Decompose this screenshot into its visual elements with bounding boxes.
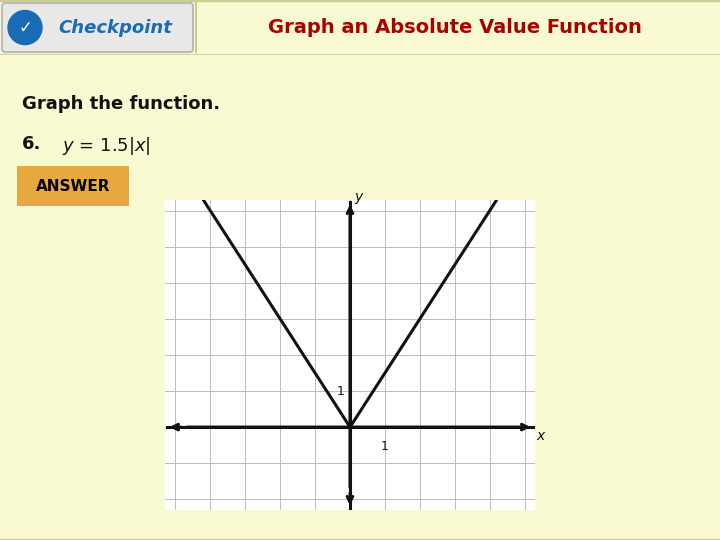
Text: Checkpoint: Checkpoint xyxy=(58,18,172,37)
Text: 1: 1 xyxy=(337,384,345,397)
Text: ✓: ✓ xyxy=(18,18,32,37)
Text: Graph the function.: Graph the function. xyxy=(22,95,220,113)
Text: 6.: 6. xyxy=(22,135,41,153)
Text: $\it{y}$ = 1.5$\it{|}$$\it{x}$$\it{|}$: $\it{y}$ = 1.5$\it{|}$$\it{x}$$\it{|}$ xyxy=(62,135,150,157)
FancyBboxPatch shape xyxy=(2,3,193,52)
Text: 1: 1 xyxy=(381,440,389,453)
Text: x: x xyxy=(536,429,545,443)
FancyBboxPatch shape xyxy=(17,166,129,206)
Circle shape xyxy=(8,10,42,45)
Text: Graph an Absolute Value Function: Graph an Absolute Value Function xyxy=(268,18,642,37)
Text: ANSWER: ANSWER xyxy=(36,179,110,193)
Text: y: y xyxy=(354,190,362,204)
